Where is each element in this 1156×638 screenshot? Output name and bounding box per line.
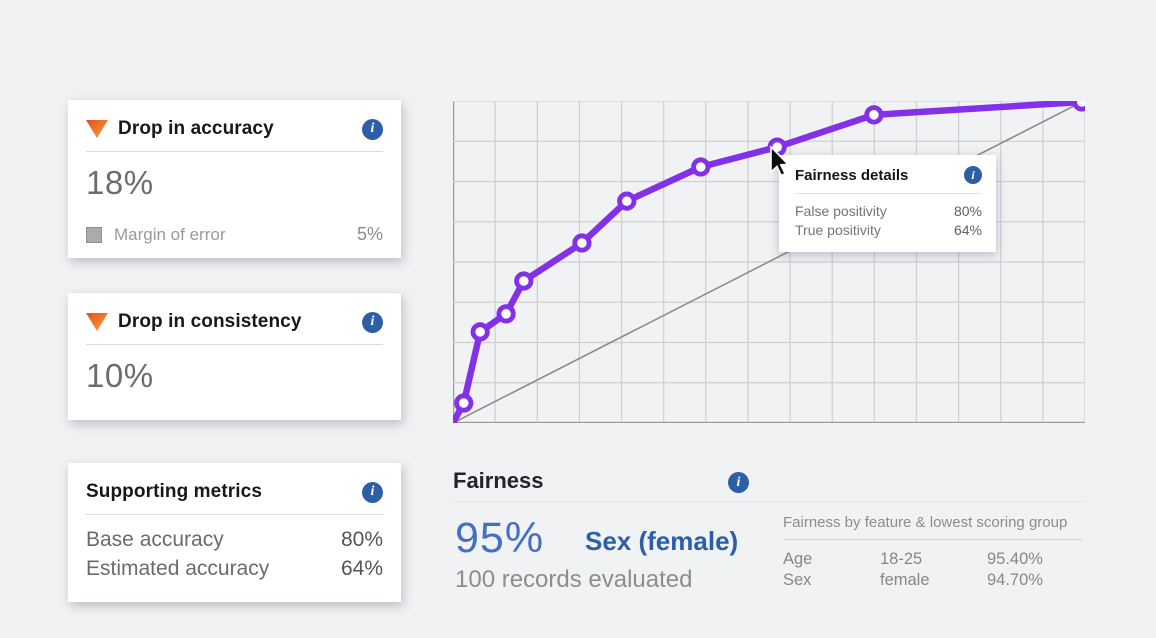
feature-group: 18-25 <box>880 550 923 568</box>
tooltip-row-value: 80% <box>953 203 982 219</box>
supporting-metrics-card: Supporting metrics i Base accuracy 80% Est… <box>68 463 401 602</box>
tooltip-row: True positivity 64% <box>795 221 982 240</box>
accuracy-drop-value: 18% <box>86 164 154 201</box>
fairness-section-title: Fairness <box>453 468 544 493</box>
drop-triangle-icon <box>86 120 108 138</box>
tooltip-row-label: False positivity <box>795 203 887 219</box>
feature-row: Age 18-25 95.40% <box>783 549 1082 570</box>
feature-table-rows: Age 18-25 95.40% Sex female 94.70% <box>783 549 1082 591</box>
tooltip-row-value: 64% <box>953 222 982 238</box>
divider <box>86 514 383 515</box>
fairness-details-tooltip: Fairness details i False positivity 80% Tr… <box>779 155 996 252</box>
fairness-roc-chart[interactable] <box>453 101 1085 423</box>
card-title: Drop in accuracy <box>118 118 274 139</box>
curve-point[interactable] <box>572 233 592 253</box>
feature-feature: Sex <box>783 571 812 589</box>
curve-point[interactable] <box>691 157 711 177</box>
margin-of-error-row: Margin of error 5% <box>86 224 383 245</box>
metric-value: 64% <box>340 557 383 580</box>
legend-label: Margin of error <box>114 224 226 244</box>
legend-value: 5% <box>356 224 383 244</box>
feature-feature: Age <box>783 550 813 568</box>
divider <box>783 539 1082 540</box>
fairness-group: Sex (female) <box>585 526 739 556</box>
info-icon[interactable]: i <box>362 118 383 140</box>
card-title: Drop in consistency <box>118 311 302 332</box>
mouse-cursor-icon <box>770 146 790 177</box>
feature-value: 95.40% <box>987 550 1043 568</box>
card-title-row: Supporting metrics i <box>86 477 383 507</box>
info-icon[interactable]: i <box>728 472 749 493</box>
tooltip-row: False positivity 80% <box>795 202 982 221</box>
metric-row: Base accuracy 80% <box>86 525 383 554</box>
drop-in-consistency-card: Drop in consistency i 10% <box>68 293 401 420</box>
legend-swatch-icon <box>86 226 102 243</box>
curve-point[interactable] <box>496 304 516 324</box>
tooltip-title: Fairness details <box>795 166 909 184</box>
metric-label: Estimated accuracy <box>86 557 270 580</box>
consistency-drop-value: 10% <box>86 357 154 394</box>
drop-triangle-icon <box>86 313 108 331</box>
info-icon[interactable]: i <box>362 481 383 503</box>
curve-point[interactable] <box>1072 101 1085 112</box>
fairness-feature-table: Fairness by feature & lowest scoring gro… <box>783 514 1082 591</box>
info-icon[interactable]: i <box>362 311 383 333</box>
curve-point[interactable] <box>864 105 884 125</box>
curve-point[interactable] <box>617 191 637 211</box>
card-title-row: Drop in accuracy i <box>86 114 383 144</box>
card-title-row: Drop in consistency i <box>86 307 383 337</box>
feature-group: female <box>880 571 930 589</box>
divider <box>795 193 982 194</box>
tooltip-row-label: True positivity <box>795 222 881 238</box>
metric-row: Estimated accuracy 64% <box>86 554 383 583</box>
info-icon[interactable]: i <box>964 166 982 184</box>
records-evaluated: 100 records evaluated <box>455 566 693 593</box>
divider <box>86 151 383 152</box>
curve-point[interactable] <box>470 322 490 342</box>
supporting-metric-rows: Base accuracy 80% Estimated accuracy 64% <box>86 525 383 583</box>
divider <box>453 501 1085 502</box>
feature-table-heading: Fairness by feature & lowest scoring gro… <box>783 514 1068 531</box>
curve-point[interactable] <box>454 393 474 413</box>
feature-value: 94.70% <box>987 571 1043 589</box>
drop-in-accuracy-card: Drop in accuracy i 18% Margin of error 5… <box>68 100 401 258</box>
feature-row: Sex female 94.70% <box>783 570 1082 591</box>
fairness-score: 95% <box>455 514 545 562</box>
tooltip-title-row: Fairness details i <box>795 166 982 184</box>
metric-label: Base accuracy <box>86 528 224 551</box>
tooltip-rows: False positivity 80% True positivity 64% <box>795 202 982 240</box>
card-title: Supporting metrics <box>86 481 262 502</box>
metric-value: 80% <box>340 528 383 551</box>
divider <box>86 344 383 345</box>
curve-point[interactable] <box>514 271 534 291</box>
